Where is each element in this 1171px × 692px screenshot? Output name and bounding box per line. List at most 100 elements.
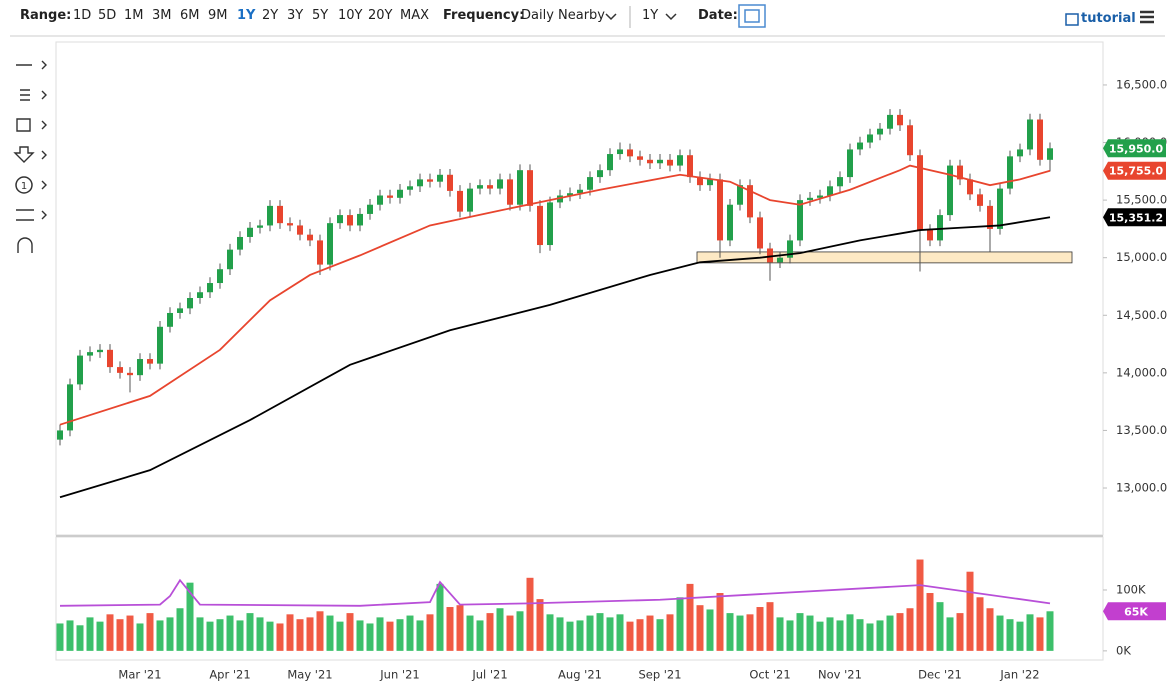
tool-number: 1 xyxy=(21,181,27,192)
volume-bar xyxy=(816,621,824,651)
toolbar-icons xyxy=(10,4,1165,253)
x-tick-label: Aug '21 xyxy=(558,668,602,682)
range-button[interactable]: 1Y xyxy=(237,8,256,23)
volume-bar xyxy=(556,617,564,651)
candle-body xyxy=(357,213,363,226)
candle-body xyxy=(987,205,993,229)
volume-bar xyxy=(506,615,514,651)
range-button[interactable]: 3Y xyxy=(287,8,304,23)
candle-body xyxy=(707,179,713,186)
volume-bar xyxy=(516,611,524,651)
range-button[interactable]: 5D xyxy=(98,8,117,23)
candle-body xyxy=(777,257,783,263)
y-tick-label: 100K xyxy=(1116,582,1146,596)
period-select[interactable]: 1Y xyxy=(642,8,659,23)
volume-bar xyxy=(766,602,774,651)
film-icon xyxy=(1065,13,1079,26)
x-tick-label: Jul '21 xyxy=(471,668,507,682)
volume-bar xyxy=(976,597,984,651)
candle-body xyxy=(327,223,333,265)
volume-bar xyxy=(416,620,424,651)
candle-body xyxy=(407,186,413,190)
volume-bar xyxy=(796,613,804,651)
volume-bar xyxy=(176,608,184,651)
x-tick-label: Jan '22 xyxy=(999,668,1039,682)
volume-bar xyxy=(246,613,254,651)
volume-bar xyxy=(216,619,224,651)
candle-body xyxy=(97,349,103,353)
candle-body xyxy=(937,215,943,241)
volume-bar xyxy=(666,614,674,651)
tool-circle[interactable] xyxy=(15,176,33,194)
range-button[interactable]: 2Y xyxy=(262,8,279,23)
x-tick-label: Oct '21 xyxy=(749,668,790,682)
y-tick-label: 15,000.0 xyxy=(1116,250,1167,264)
candle-body xyxy=(107,349,113,368)
candle-body xyxy=(687,155,693,178)
range-button[interactable]: MAX xyxy=(400,8,430,23)
y-tick-label: 13,500.0 xyxy=(1116,423,1167,437)
volume-bar xyxy=(146,613,154,651)
candle-body xyxy=(77,355,83,385)
volume-bar xyxy=(96,621,104,651)
y-tick-label: 14,500.0 xyxy=(1116,308,1167,322)
candle-body xyxy=(57,430,63,440)
candle-body xyxy=(1047,148,1053,160)
candle-body xyxy=(297,225,303,235)
volume-bar xyxy=(986,608,994,651)
volume-bar xyxy=(156,620,164,651)
range-button[interactable]: 20Y xyxy=(368,8,393,23)
volume-bar xyxy=(376,617,384,651)
candle-body xyxy=(887,114,893,129)
candle-body xyxy=(397,189,403,198)
candle-body xyxy=(847,149,853,178)
candle-body xyxy=(207,283,213,293)
volume-bar xyxy=(716,593,724,651)
range-button[interactable]: 6M xyxy=(180,8,200,23)
volume-bar xyxy=(656,619,664,651)
candle-body xyxy=(567,193,573,196)
volume-bar xyxy=(866,623,874,651)
volume-bar xyxy=(746,614,754,651)
range-button[interactable]: 1M xyxy=(124,8,144,23)
candle-body xyxy=(787,240,793,258)
candle-body xyxy=(257,225,263,228)
candle-body xyxy=(477,185,483,189)
volume-bar xyxy=(596,613,604,651)
menu-icon[interactable] xyxy=(1140,10,1154,24)
volume-bar xyxy=(1006,619,1014,651)
candle-body xyxy=(377,195,383,205)
candle-body xyxy=(547,202,553,246)
volume-bar xyxy=(336,621,344,651)
candle-body xyxy=(447,174,453,191)
range-button[interactable]: 5Y xyxy=(312,8,329,23)
range-button[interactable]: 10Y xyxy=(338,8,363,23)
drawing-tools[interactable] xyxy=(13,60,47,253)
volume-bar xyxy=(256,617,264,651)
range-button[interactable]: 1D xyxy=(73,8,92,23)
volume-bar xyxy=(566,621,574,651)
candle-body xyxy=(157,326,163,364)
candle-body xyxy=(387,195,393,198)
chevron[interactable] xyxy=(605,13,677,21)
frequency-select[interactable]: Daily Nearby xyxy=(521,8,606,23)
calendar-button[interactable] xyxy=(738,4,766,28)
volume-bar xyxy=(526,577,534,651)
price-badge-label: 65K xyxy=(1124,605,1148,618)
x-tick-label: Apr '21 xyxy=(209,668,250,682)
candle-body xyxy=(277,205,283,224)
volume-bar xyxy=(406,615,414,651)
volume-bar xyxy=(616,614,624,651)
candle-body xyxy=(667,159,673,166)
price-badge-label: 15,351.2 xyxy=(1109,211,1163,224)
x-tick-label: Nov '21 xyxy=(818,668,862,682)
range-button[interactable]: 3M xyxy=(152,8,172,23)
range-button[interactable]: 9M xyxy=(208,8,228,23)
candle-body xyxy=(617,149,623,155)
candle-body xyxy=(837,177,843,187)
candle-body xyxy=(977,194,983,206)
volume-bar xyxy=(286,614,294,651)
tutorial-link[interactable]: tutorial xyxy=(1081,11,1136,26)
candle-body xyxy=(317,240,323,265)
calendar-icon xyxy=(744,9,760,23)
